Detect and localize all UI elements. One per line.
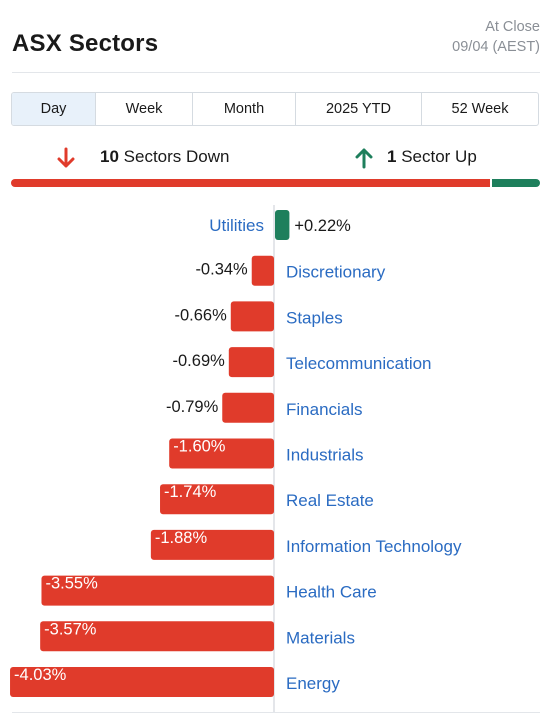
breadth-bar-down (11, 179, 490, 187)
sector-name-link[interactable]: Materials (286, 628, 355, 647)
sector-row[interactable]: +0.22% Utilities (209, 210, 351, 240)
sector-name-link[interactable]: Industrials (286, 446, 363, 465)
breadth-bar-up (492, 179, 540, 187)
bar-down (40, 621, 274, 652)
bar-down (169, 438, 274, 469)
tab-month[interactable]: Month (193, 93, 296, 125)
sector-row[interactable]: -3.57% Materials (40, 620, 355, 652)
sector-row[interactable]: -1.74% Real Estate (160, 483, 374, 515)
bar-down (41, 575, 274, 606)
page-title: ASX Sectors (12, 30, 159, 57)
bar-down (251, 255, 274, 286)
sector-row[interactable]: -1.88% Information Technology (150, 529, 462, 560)
up-label: Sector Up (401, 147, 477, 166)
sector-summary: 10 Sectors Down 1 Sector Up (11, 140, 540, 174)
bar-value-label: -1.60% (173, 438, 226, 456)
tab-2025-ytd[interactable]: 2025 YTD (296, 93, 422, 125)
sector-bar-chart: +0.22% Utilities -0.34% Discretionary -0.66%… (10, 205, 462, 712)
down-count: 10 (100, 147, 119, 166)
sector-name-link[interactable]: Utilities (209, 216, 264, 235)
sector-name-link[interactable]: Discretionary (286, 263, 386, 282)
sector-name-link[interactable]: Real Estate (286, 491, 374, 510)
sectors-up-summary: 1 Sector Up (387, 147, 477, 167)
up-count: 1 (387, 147, 397, 166)
bar-down (10, 667, 274, 697)
bar-value-label: -4.03% (14, 666, 67, 684)
sector-row[interactable]: -0.69% Telecommunication (173, 347, 432, 378)
sector-name-link[interactable]: Telecommunication (286, 354, 432, 373)
bar-value-label: -3.55% (45, 575, 98, 593)
sector-row[interactable]: -3.55% Health Care (41, 575, 377, 606)
tab-52-week[interactable]: 52 Week (451, 101, 509, 117)
bar-value-label: -0.69% (173, 352, 226, 370)
status-label: At Close (485, 19, 540, 35)
down-label: Sectors Down (123, 147, 230, 166)
period-tabs: Day Week Month 2025 YTD 52 Week (11, 92, 539, 126)
bar-value-label: -1.88% (155, 529, 208, 547)
sectors-down-summary: 10 Sectors Down (100, 147, 229, 167)
bar-up (275, 210, 290, 240)
arrow-up-icon (355, 148, 373, 169)
sector-row[interactable]: -0.66% Staples (174, 301, 343, 332)
sector-name-link[interactable]: Financials (286, 400, 363, 419)
status-date: 09/04 (AEST) (452, 39, 540, 55)
bar-down (230, 301, 274, 332)
sector-name-link[interactable]: Energy (286, 674, 340, 693)
sector-row[interactable]: -0.34% Discretionary (195, 255, 386, 286)
sector-name-link[interactable]: Staples (286, 308, 343, 327)
bar-value-label: -0.66% (174, 306, 227, 324)
bar-value-label: -3.57% (44, 620, 97, 638)
tab-day[interactable]: Day (12, 93, 96, 125)
bar-value-label: -0.79% (166, 398, 219, 416)
breadth-bar (11, 179, 540, 187)
market-status: At Close 09/04 (AEST) (452, 17, 540, 57)
sector-row[interactable]: -1.60% Industrials (169, 438, 363, 469)
divider (12, 712, 540, 713)
sector-row[interactable]: -4.03% Energy (10, 666, 340, 697)
bar-down (222, 392, 274, 423)
tab-week[interactable]: Week (96, 93, 193, 125)
sector-name-link[interactable]: Health Care (286, 583, 377, 602)
bar-down (150, 529, 274, 560)
sector-name-link[interactable]: Information Technology (286, 537, 462, 556)
bar-value-label: +0.22% (294, 217, 351, 235)
header: ASX Sectors At Close 09/04 (AEST) (12, 0, 540, 73)
sector-row[interactable]: -0.79% Financials (166, 392, 363, 423)
bar-down (160, 484, 274, 515)
bar-down (228, 347, 274, 378)
bar-value-label: -0.34% (195, 261, 248, 279)
bar-value-label: -1.74% (164, 483, 217, 501)
arrow-down-icon (57, 147, 75, 168)
